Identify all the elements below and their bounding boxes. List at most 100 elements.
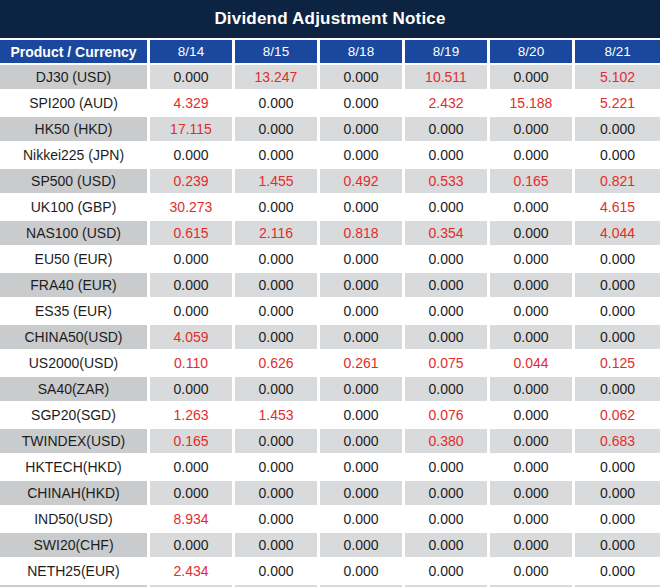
column-header-date: 8/21 xyxy=(575,40,660,65)
dividend-value: 0.000 xyxy=(150,299,235,325)
table-row: FRA40 (EUR)0.0000.0000.0000.0000.0000.00… xyxy=(0,273,660,299)
dividend-value: 5.221 xyxy=(575,91,660,117)
product-name: US2000(USD) xyxy=(0,351,150,377)
product-name: HKTECH(HKD) xyxy=(0,455,150,481)
dividend-value: 0.000 xyxy=(320,247,405,273)
dividend-value: 0.261 xyxy=(320,351,405,377)
product-name: TWINDEX(USD) xyxy=(0,429,150,455)
dividend-value: 0.000 xyxy=(320,377,405,403)
dividend-value: 0.000 xyxy=(150,273,235,299)
product-name: EU50 (EUR) xyxy=(0,247,150,273)
product-name: SGP20(SGD) xyxy=(0,403,150,429)
dividend-value: 0.626 xyxy=(235,351,320,377)
dividend-value: 0.000 xyxy=(320,143,405,169)
dividend-value: 0.000 xyxy=(405,325,490,351)
dividend-value: 0.000 xyxy=(490,247,575,273)
dividend-value: 0.000 xyxy=(405,273,490,299)
table-row: HKTECH(HKD)0.0000.0000.0000.0000.0000.00… xyxy=(0,455,660,481)
dividend-value: 0.492 xyxy=(320,169,405,195)
dividend-value: 2.116 xyxy=(235,221,320,247)
product-name: NETH25(EUR) xyxy=(0,559,150,585)
product-name: SA40(ZAR) xyxy=(0,377,150,403)
dividend-value: 0.125 xyxy=(575,351,660,377)
dividend-value: 0.000 xyxy=(575,559,660,585)
table-body: DJ30 (USD)0.00013.2470.00010.5110.0005.1… xyxy=(0,65,660,587)
dividend-value: 0.000 xyxy=(320,91,405,117)
dividend-value: 0.000 xyxy=(235,91,320,117)
dividend-value: 0.380 xyxy=(405,429,490,455)
dividend-value: 0.000 xyxy=(320,481,405,507)
dividend-value: 0.683 xyxy=(575,429,660,455)
dividend-value: 0.000 xyxy=(575,481,660,507)
dividend-value: 0.000 xyxy=(575,247,660,273)
dividend-value: 0.000 xyxy=(490,325,575,351)
dividend-value: 15.188 xyxy=(490,91,575,117)
dividend-value: 0.000 xyxy=(235,507,320,533)
dividend-value: 0.000 xyxy=(490,221,575,247)
table-row: SPI200 (AUD)4.3290.0000.0002.43215.1885.… xyxy=(0,91,660,117)
dividend-value: 0.533 xyxy=(405,169,490,195)
dividend-value: 0.000 xyxy=(235,559,320,585)
dividend-value: 0.075 xyxy=(405,351,490,377)
dividend-value: 0.000 xyxy=(575,117,660,143)
dividend-value: 0.000 xyxy=(150,533,235,559)
dividend-value: 4.615 xyxy=(575,195,660,221)
column-header-date: 8/18 xyxy=(320,40,405,65)
dividend-value: 0.000 xyxy=(320,65,405,91)
dividend-value: 0.000 xyxy=(405,481,490,507)
product-name: SWI20(CHF) xyxy=(0,533,150,559)
dividend-value: 1.453 xyxy=(235,403,320,429)
dividend-value: 10.511 xyxy=(405,65,490,91)
table-row: EU50 (EUR)0.0000.0000.0000.0000.0000.000 xyxy=(0,247,660,273)
table-header-row: Product / Currency 8/148/158/188/198/208… xyxy=(0,40,660,65)
column-header-date: 8/20 xyxy=(490,40,575,65)
dividend-value: 0.000 xyxy=(575,377,660,403)
dividend-value: 0.000 xyxy=(575,533,660,559)
dividend-value: 0.000 xyxy=(320,559,405,585)
dividend-value: 0.000 xyxy=(235,299,320,325)
product-name: Nikkei225 (JPN) xyxy=(0,143,150,169)
dividend-notice-screen: Dividend Adjustment Notice Product / Cur… xyxy=(0,0,660,587)
product-name: UK100 (GBP) xyxy=(0,195,150,221)
column-header-date: 8/15 xyxy=(235,40,320,65)
dividend-value: 0.000 xyxy=(320,299,405,325)
dividend-value: 0.000 xyxy=(150,65,235,91)
dividend-value: 4.044 xyxy=(575,221,660,247)
dividend-value: 2.432 xyxy=(405,91,490,117)
dividend-value: 0.000 xyxy=(490,273,575,299)
product-name: CHINAH(HKD) xyxy=(0,481,150,507)
dividend-value: 0.000 xyxy=(575,299,660,325)
dividend-value: 0.000 xyxy=(490,65,575,91)
table-row: TWINDEX(USD)0.1650.0000.0000.3800.0000.6… xyxy=(0,429,660,455)
dividend-value: 0.110 xyxy=(150,351,235,377)
dividend-value: 0.000 xyxy=(320,533,405,559)
dividend-value: 0.000 xyxy=(405,507,490,533)
dividend-value: 0.615 xyxy=(150,221,235,247)
table-row: ES35 (EUR)0.0000.0000.0000.0000.0000.000 xyxy=(0,299,660,325)
dividend-value: 0.000 xyxy=(405,299,490,325)
dividend-value: 0.000 xyxy=(575,273,660,299)
product-name: SP500 (USD) xyxy=(0,169,150,195)
dividend-value: 0.000 xyxy=(320,455,405,481)
product-name: FRA40 (EUR) xyxy=(0,273,150,299)
dividend-value: 0.239 xyxy=(150,169,235,195)
table-row: HK50 (HKD)17.1150.0000.0000.0000.0000.00… xyxy=(0,117,660,143)
dividend-value: 30.273 xyxy=(150,195,235,221)
dividend-value: 13.247 xyxy=(235,65,320,91)
table-row: CHINA50(USD)4.0590.0000.0000.0000.0000.0… xyxy=(0,325,660,351)
dividend-value: 0.000 xyxy=(235,455,320,481)
dividend-value: 0.000 xyxy=(320,403,405,429)
dividend-value: 1.263 xyxy=(150,403,235,429)
dividend-value: 0.000 xyxy=(235,117,320,143)
column-header-product-currency: Product / Currency xyxy=(0,40,150,65)
dividend-value: 0.000 xyxy=(405,117,490,143)
dividend-value: 0.000 xyxy=(490,533,575,559)
dividend-value: 2.434 xyxy=(150,559,235,585)
dividend-value: 0.000 xyxy=(150,143,235,169)
product-name: NAS100 (USD) xyxy=(0,221,150,247)
dividend-value: 0.000 xyxy=(235,143,320,169)
dividend-value: 0.000 xyxy=(320,325,405,351)
dividend-value: 0.000 xyxy=(490,481,575,507)
product-name: SPI200 (AUD) xyxy=(0,91,150,117)
dividend-value: 0.000 xyxy=(490,429,575,455)
